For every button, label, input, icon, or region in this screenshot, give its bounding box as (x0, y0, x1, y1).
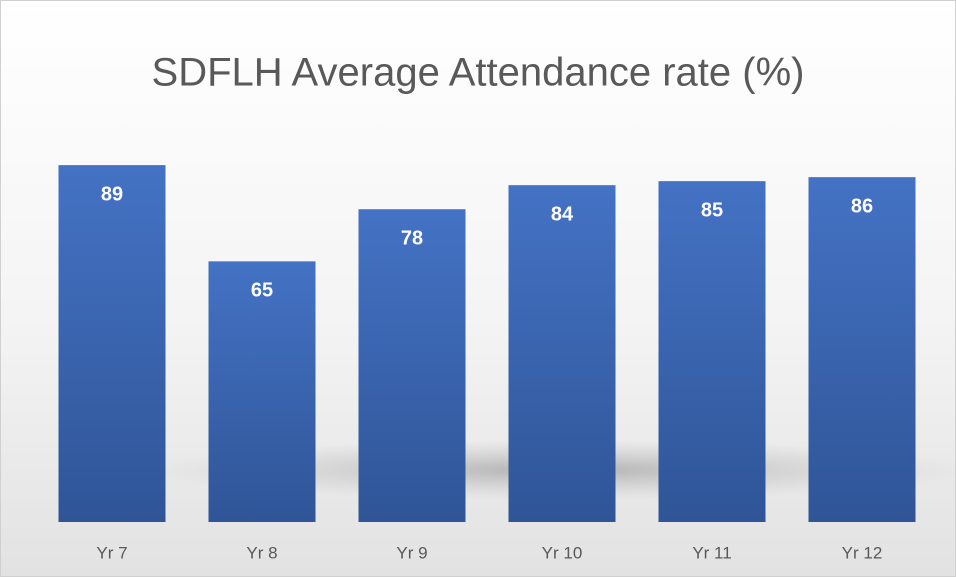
bar (358, 209, 466, 522)
bar (58, 165, 166, 523)
data-label: 89 (101, 183, 123, 205)
chart-title: SDFLH Average Attendance rate (%) (152, 51, 805, 95)
bar (208, 261, 316, 522)
x-tick-label: Yr 11 (692, 543, 731, 562)
data-label: 78 (401, 228, 423, 250)
data-label: 85 (701, 199, 723, 221)
bar (508, 185, 616, 522)
bar (658, 181, 766, 522)
data-label: 65 (251, 280, 273, 302)
x-tick-label: Yr 10 (542, 543, 583, 562)
bar (808, 177, 916, 522)
x-tick-label: Yr 8 (246, 543, 277, 562)
x-tick-label: Yr 12 (842, 543, 883, 562)
x-tick-label: Yr 9 (396, 543, 427, 562)
data-label: 86 (851, 195, 873, 217)
x-tick-label: Yr 7 (96, 543, 127, 562)
data-label: 84 (551, 203, 574, 225)
